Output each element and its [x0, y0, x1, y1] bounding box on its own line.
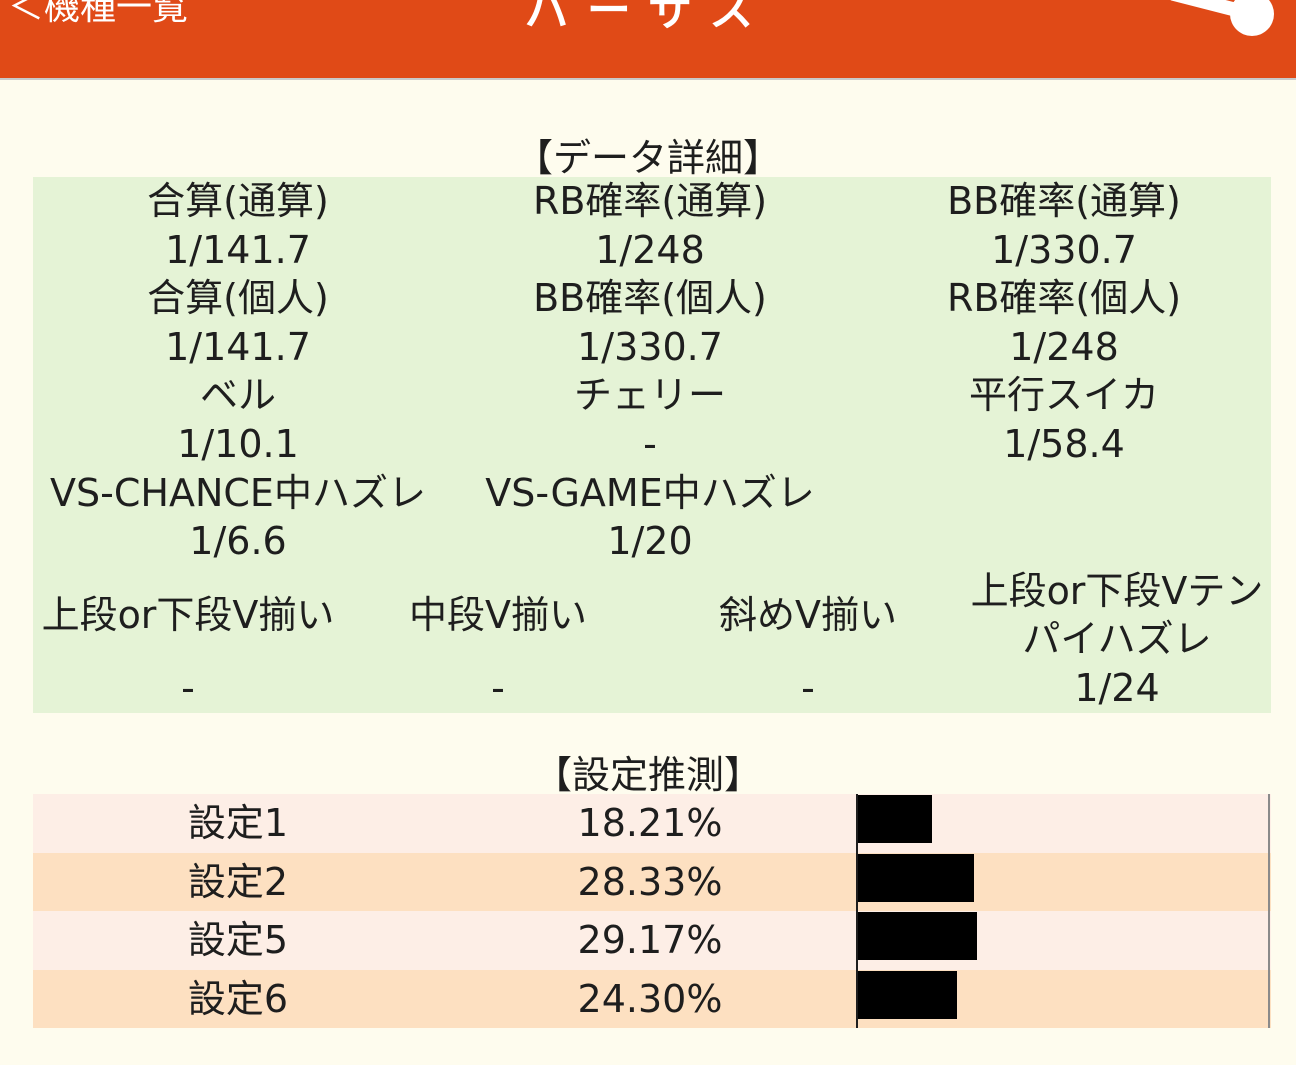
- setting-probability-bar: [857, 912, 977, 960]
- detail-value-v-tenpai-miss: 1/24: [1074, 666, 1160, 710]
- detail-label-upper-lower-v: 上段or下段V揃い: [41, 593, 335, 637]
- detail-value-cherry: -: [643, 422, 657, 466]
- setting-label: 設定2: [187, 859, 289, 904]
- detail-value-middle-v: -: [491, 666, 505, 710]
- setting-label: 設定5: [187, 918, 289, 962]
- detail-label-vs-chance-miss: VS-CHANCE中ハズレ: [50, 471, 426, 515]
- detail-label-middle-v: 中段V揃い: [409, 593, 587, 637]
- detail-label-v-tenpai-miss-line1: 上段or下段Vテン: [970, 569, 1264, 613]
- setting-probability-bar: [857, 970, 957, 1019]
- data-detail-title: 【データ詳細】: [514, 136, 781, 180]
- detail-value-total-overall: 1/141.7: [165, 228, 311, 272]
- setting-percent: 29.17%: [577, 918, 723, 962]
- detail-label-bb-personal: BB確率(個人): [533, 276, 767, 320]
- setting-label: 設定1: [187, 801, 289, 845]
- detail-label-vs-game-miss: VS-GAME中ハズレ: [485, 471, 815, 515]
- detail-value-parallel-watermelon: 1/58.4: [1003, 422, 1125, 466]
- data-detail-panel: 合算(通算) RB確率(通算) BB確率(通算) 1/141.7 1/248 1…: [33, 177, 1271, 713]
- detail-value-vs-chance-miss: 1/6.6: [189, 519, 287, 563]
- share-icon: [1170, 0, 1274, 36]
- setting-row: 設定2 28.33%: [33, 852, 1271, 911]
- detail-value-upper-lower-v: -: [181, 666, 195, 710]
- setting-percent: 18.21%: [577, 801, 723, 845]
- detail-label-bell: ベル: [199, 373, 276, 417]
- setting-row: 設定1 18.21%: [33, 794, 1271, 853]
- share-button[interactable]: [1156, 0, 1286, 48]
- back-to-machine-list-link[interactable]: ＜機種一覧: [8, 0, 189, 28]
- detail-value-bb-overall: 1/330.7: [991, 228, 1137, 272]
- setting-percent: 28.33%: [577, 859, 723, 904]
- setting-label: 設定6: [187, 976, 289, 1021]
- detail-label-v-tenpai-miss-line2: パイハズレ: [1022, 617, 1212, 661]
- detail-label-diagonal-v: 斜めV揃い: [719, 593, 897, 637]
- setting-row: 設定5 29.17%: [33, 911, 1271, 970]
- detail-label-total-personal: 合算(個人): [147, 276, 329, 320]
- detail-value-rb-personal: 1/248: [1009, 325, 1119, 369]
- detail-value-rb-overall: 1/248: [595, 228, 705, 272]
- detail-value-vs-game-miss: 1/20: [607, 519, 693, 563]
- app-header: ＜機種一覧 バーサス: [0, 0, 1296, 80]
- setting-percent: 24.30%: [577, 976, 723, 1021]
- detail-value-bb-personal: 1/330.7: [577, 325, 723, 369]
- detail-label-parallel-watermelon: 平行スイカ: [968, 373, 1159, 417]
- detail-value-bell: 1/10.1: [177, 422, 299, 466]
- detail-label-rb-personal: RB確率(個人): [946, 276, 1182, 320]
- detail-label-bb-overall: BB確率(通算): [947, 179, 1181, 223]
- bar-axis-line: [856, 794, 858, 1028]
- page-title: バーサス: [524, 0, 772, 36]
- setting-row: 設定6 24.30%: [33, 969, 1271, 1028]
- setting-probability-bar: [857, 853, 974, 902]
- setting-probability-bar: [857, 795, 932, 843]
- setting-guess-title: 【設定推測】: [533, 753, 762, 797]
- detail-label-total-overall: 合算(通算): [147, 179, 329, 223]
- detail-label-cherry: チェリー: [573, 373, 726, 417]
- detail-value-diagonal-v: -: [801, 666, 815, 710]
- detail-value-total-personal: 1/141.7: [165, 325, 311, 369]
- table-right-border: [1268, 794, 1270, 1028]
- setting-guess-table: 設定1 18.21% 設定2 28.33% 設定5 29.17% 設定6 24.…: [33, 794, 1271, 1028]
- detail-label-rb-overall: RB確率(通算): [532, 179, 768, 223]
